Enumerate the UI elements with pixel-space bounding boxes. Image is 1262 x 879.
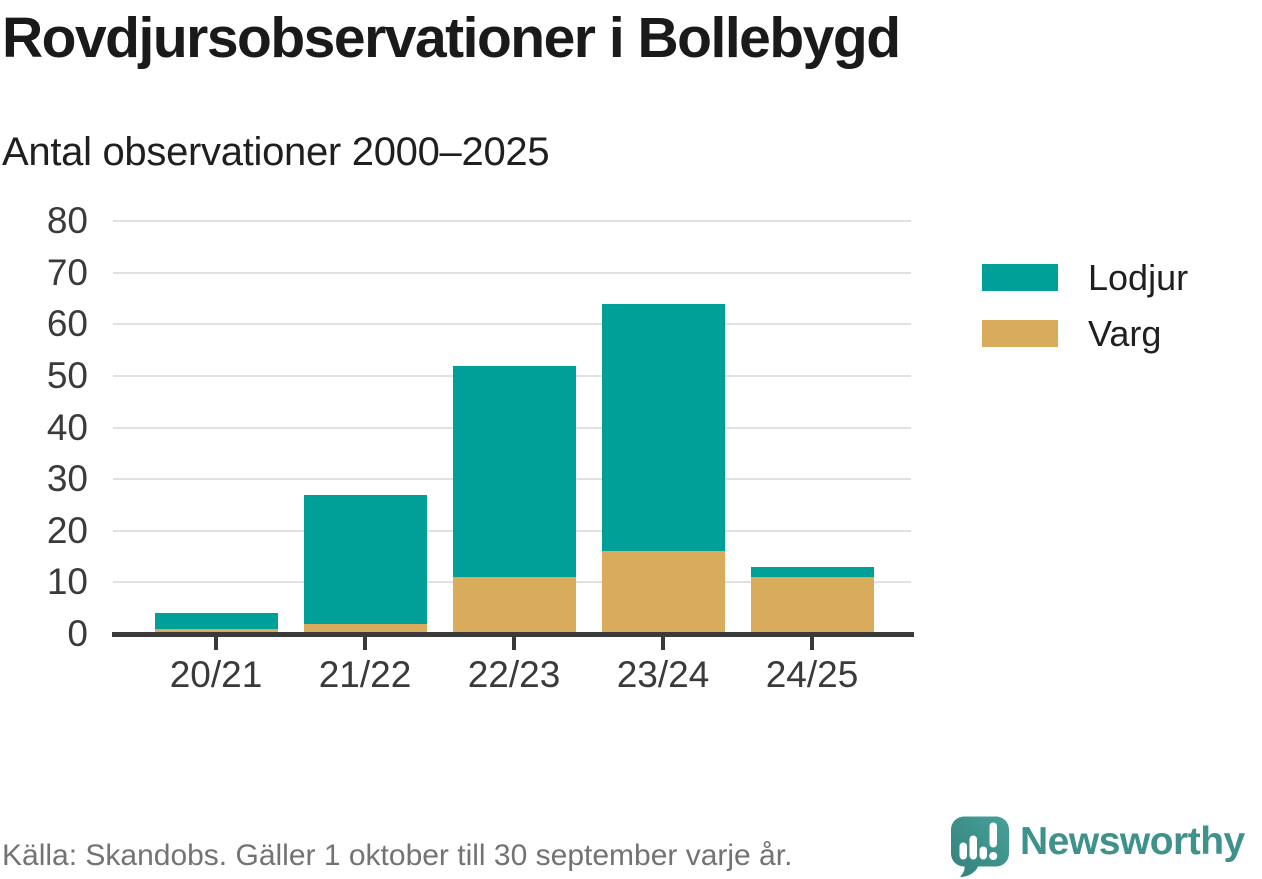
x-tick-mark-23/24 [661,637,665,650]
y-tick-label-80: 80 [46,200,88,241]
x-tick-mark-24/25 [810,637,814,650]
bar-segment-varg-23/24 [601,551,725,634]
y-tick-label-20: 20 [46,509,88,551]
y-tick-label-10: 10 [46,561,88,603]
gridline-70 [113,271,911,274]
legend-swatch-lodjur [982,264,1058,291]
legend-item-varg: Varg [982,313,1188,354]
x-tick-label-22/23: 22/23 [467,654,561,695]
bar-segment-lodjur-23/24 [601,303,725,552]
x-tick-mark-21/22 [363,637,367,650]
x-tick-label-23/24: 23/24 [616,654,710,695]
y-tick-label-50: 50 [46,354,88,396]
legend-label-lodjur: Lodjur [1088,256,1189,298]
newsworthy-logo: Newsworthy [948,814,1260,878]
bar-segment-lodjur-22/23 [452,365,576,578]
x-tick-label-24/25: 24/25 [765,654,859,695]
legend-label-varg: Varg [1088,312,1162,354]
bar-segment-varg-21/22 [303,623,427,634]
x-tick-label-20/21: 20/21 [169,654,263,695]
x-tick-mark-20/21 [214,637,218,650]
x-tick-mark-22/23 [512,637,516,650]
chart-subtitle: Antal observationer 2000–2025 [2,130,550,174]
chart-title: Rovdjursobservationer i Bollebygd [2,6,901,70]
bar-segment-lodjur-24/25 [750,566,874,578]
x-axis-line [112,632,914,637]
y-tick-label-0: 0 [67,613,88,654]
bar-segment-varg-22/23 [452,577,576,634]
x-tick-label-21/22: 21/22 [318,654,412,695]
bar-segment-lodjur-20/21 [154,613,278,629]
legend: Lodjur Varg [982,257,1188,376]
bar-segment-varg-20/21 [154,628,278,634]
bar-segment-lodjur-21/22 [303,494,427,624]
bar-segment-varg-24/25 [750,577,874,634]
y-tick-label-40: 40 [46,406,88,448]
y-tick-label-30: 30 [46,458,88,500]
gridline-60 [113,323,911,326]
legend-item-lodjur: Lodjur [982,257,1188,298]
source-note: Källa: Skandobs. Gäller 1 oktober till 3… [2,839,793,872]
y-tick-label-60: 60 [46,303,88,345]
newsworthy-speech-bubble-chart-icon [951,816,1009,877]
y-tick-label-70: 70 [46,251,88,293]
newsworthy-logo-text: Newsworthy [1020,820,1245,863]
legend-swatch-varg [982,320,1058,347]
gridline-80 [113,220,911,222]
